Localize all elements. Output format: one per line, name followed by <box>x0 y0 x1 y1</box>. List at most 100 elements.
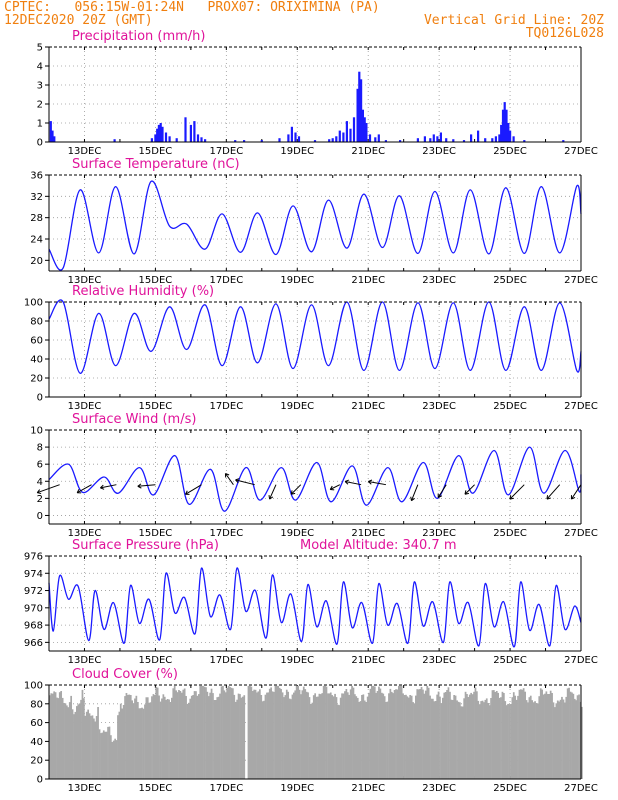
wind-vector-head <box>268 495 274 500</box>
cloud-bar <box>402 693 404 779</box>
cloud-bar <box>426 685 429 779</box>
wind-vector <box>235 479 255 486</box>
y-tick-label: 36 <box>30 171 43 182</box>
cloud-bar <box>424 690 427 779</box>
x-tick-label: 27DEC <box>564 401 598 412</box>
y-tick-label: 0 <box>37 775 43 786</box>
cloud-bar <box>84 715 87 779</box>
cloud-bar <box>91 715 94 779</box>
x-tick-label: 23DEC <box>422 146 456 157</box>
cloud-bar <box>216 697 219 779</box>
precip-bar <box>49 121 52 142</box>
cloud-bar <box>285 689 288 779</box>
cloud-bar <box>331 695 334 779</box>
wind-vector <box>76 484 92 494</box>
y-tick-label: 32 <box>30 192 43 203</box>
cloud-bar <box>61 697 64 779</box>
cloud-bar <box>317 696 319 779</box>
cloud-bar <box>274 685 277 779</box>
cloud-bar <box>512 692 515 779</box>
precip-bar <box>484 138 487 142</box>
x-tick-label: 19DEC <box>280 783 314 794</box>
cloud-bar <box>122 705 125 779</box>
cloud-bar <box>468 694 471 779</box>
cloud-bar <box>361 695 363 779</box>
precip-bar <box>184 117 187 142</box>
cloud-bar <box>118 711 121 779</box>
cloud-bar <box>76 706 78 779</box>
precip-bar <box>287 134 290 142</box>
cloud-bar <box>102 730 105 779</box>
x-tick-label: 21DEC <box>351 528 385 539</box>
cloud-bar <box>205 687 207 779</box>
wind-vector-head <box>546 495 551 500</box>
cloud-bar <box>477 700 480 779</box>
x-tick-label: 25DEC <box>493 401 527 412</box>
x-tick-label: 15DEC <box>139 783 173 794</box>
precip-bar <box>429 138 432 142</box>
precip-bar <box>416 138 419 142</box>
cloud-bar <box>312 695 315 779</box>
cloud-bar <box>137 702 139 779</box>
cloud-bar <box>337 704 339 779</box>
model-altitude-label: Model Altitude: 340.7 m <box>300 538 457 553</box>
wind-vector <box>185 484 202 495</box>
cloud-bar <box>290 699 292 779</box>
cloud-bar <box>568 687 570 779</box>
cloud-bar <box>362 694 365 779</box>
y-tick-label: 4 <box>37 477 43 488</box>
cloud-bar <box>50 693 53 779</box>
precip-bar <box>507 123 510 142</box>
cloud-bar <box>188 702 190 779</box>
x-tick-label: 27DEC <box>564 275 598 286</box>
x-tick-label: 17DEC <box>209 146 243 157</box>
panel-2: 20 24 28 32 36 13DEC 15DEC 17DEC 19DEC 21DEC 23DEC… <box>30 157 598 286</box>
precip-bar <box>470 134 473 142</box>
precip-bar <box>377 134 380 142</box>
cloud-bar <box>273 691 275 779</box>
cloud-bar <box>318 693 321 779</box>
cloud-bar <box>304 689 307 779</box>
precip-bar <box>384 140 387 142</box>
grid-line-note: Vertical Grid Line: 20Z <box>423 13 604 28</box>
cloud-bar <box>301 690 304 779</box>
cloud-bar <box>385 702 387 779</box>
cloud-bar <box>449 691 451 779</box>
y-tick-label: 60 <box>30 336 43 347</box>
precip-bar <box>196 134 200 142</box>
precip-bar <box>234 140 237 142</box>
cloud-bar <box>141 707 143 779</box>
y-tick-label: 20 <box>30 756 43 767</box>
wind-vector-head <box>100 484 105 490</box>
cloud-bar <box>412 702 414 779</box>
cloud-bar <box>473 691 475 779</box>
precip-bar <box>157 124 160 142</box>
precip-bar <box>363 117 366 142</box>
cloud-bar <box>400 685 403 779</box>
cloud-bar <box>349 689 352 779</box>
cloud-bar <box>283 697 285 779</box>
precip-bar <box>462 140 466 142</box>
cloud-bar <box>345 689 348 779</box>
x-tick-label: 21DEC <box>351 783 385 794</box>
cloud-bar <box>528 697 531 779</box>
x-tick-label: 23DEC <box>422 275 456 286</box>
y-tick-label: 974 <box>24 569 43 580</box>
cloud-bar <box>527 702 529 779</box>
cloud-bar <box>376 691 379 779</box>
precip-bar <box>562 140 565 142</box>
x-tick-label: 19DEC <box>280 655 314 666</box>
cloud-bar <box>430 698 433 779</box>
cloud-bar <box>325 686 328 779</box>
cloud-bar <box>78 703 81 779</box>
cloud-bar <box>565 696 568 779</box>
cloud-bar <box>493 690 495 779</box>
cloud-bar <box>389 688 392 779</box>
cloud-bar <box>399 685 402 779</box>
wind-vector <box>37 484 60 494</box>
cloud-bar <box>456 700 458 779</box>
cloud-bar <box>302 686 305 779</box>
cloud-bar <box>308 697 311 779</box>
cloud-bar <box>163 696 166 779</box>
precip-bar <box>509 130 512 142</box>
